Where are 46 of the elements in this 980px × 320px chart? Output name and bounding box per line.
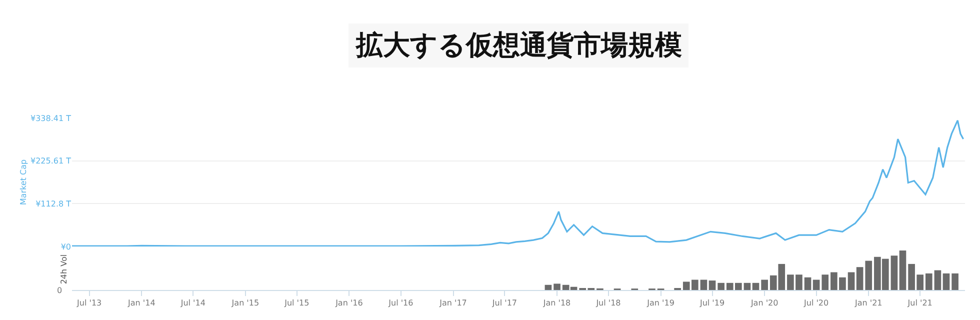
x-tick-label: Jul '14 (180, 298, 206, 308)
y-axis-title: 24h Vol (60, 254, 69, 284)
bar (812, 280, 820, 290)
x-tick-label: Jan '20 (750, 298, 778, 308)
x-tick-label: Jan '16 (334, 298, 363, 308)
bar (856, 267, 864, 290)
bar (899, 250, 906, 290)
x-tick-label: Jul '18 (595, 298, 621, 308)
bar (822, 274, 829, 290)
line-series (72, 120, 964, 246)
x-tick-label: Jul '13 (76, 298, 102, 308)
bar (752, 282, 760, 290)
bar (890, 256, 898, 290)
bar (848, 272, 855, 290)
x-tick-label: Jan '14 (127, 298, 156, 308)
bar (744, 282, 751, 290)
x-tick-label: Jul '15 (284, 298, 310, 308)
x-tick-label: Jul '20 (803, 298, 829, 308)
y-tick-label: ¥0 (60, 242, 71, 252)
bar (554, 284, 560, 290)
y-tick-label: ¥338.41 T (30, 114, 72, 123)
x-tick-label: Jul '17 (491, 298, 517, 308)
bar (718, 282, 724, 290)
text: 0 (57, 286, 62, 295)
bar (700, 280, 708, 290)
bar (934, 270, 942, 290)
bar (708, 280, 716, 290)
x-tick-label: Jan '19 (646, 298, 674, 308)
bar (761, 280, 768, 290)
bar (865, 260, 872, 290)
y-axis-title: Market Cap (19, 159, 28, 206)
bar (942, 273, 950, 290)
x-tick-label: Jan '18 (542, 298, 571, 308)
x-tick-label: Jan '15 (230, 298, 260, 308)
x-tick-label: Jul '16 (388, 298, 414, 308)
x-tick-label: Jan '21 (854, 298, 882, 308)
y-tick-label: ¥225.61 T (30, 156, 72, 166)
bar (544, 284, 552, 290)
bar (925, 273, 932, 290)
x-tick-label: Jan '17 (438, 298, 467, 308)
x-tick-label: Jul '19 (698, 298, 725, 308)
bar (952, 273, 958, 290)
y-tick-label: ¥112.8 T (36, 199, 72, 208)
x-tick-label: Jul '21 (906, 298, 932, 308)
bar (804, 277, 812, 290)
chart-title: 拡大する仮想通貨市場規模 (355, 30, 682, 61)
